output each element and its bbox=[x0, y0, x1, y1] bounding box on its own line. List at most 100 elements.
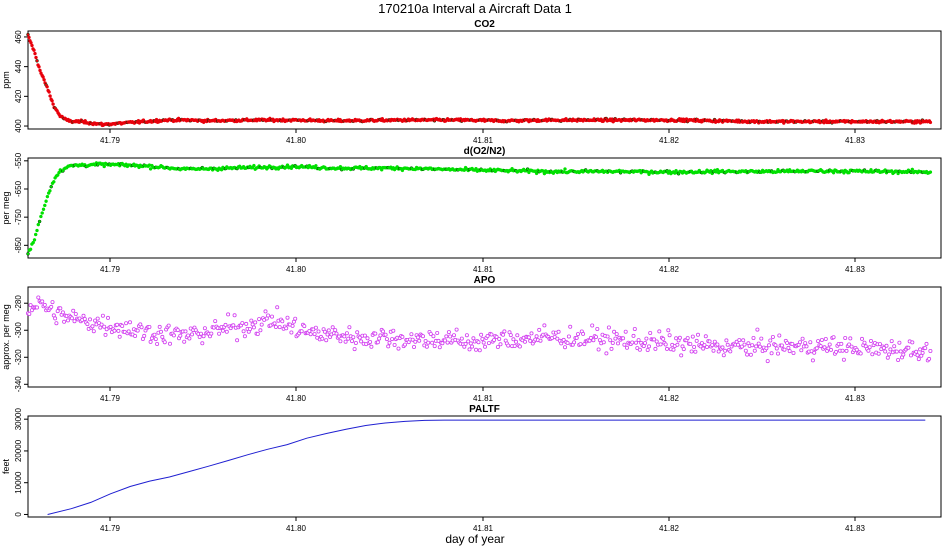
data-point bbox=[739, 344, 744, 349]
series-line bbox=[47, 419, 926, 515]
data-point bbox=[776, 351, 781, 356]
data-point bbox=[790, 341, 795, 346]
data-point bbox=[623, 329, 628, 334]
data-point bbox=[41, 207, 46, 212]
data-point bbox=[537, 327, 542, 332]
data-point bbox=[273, 324, 278, 329]
panel-title: CO2 bbox=[474, 19, 495, 30]
data-point bbox=[213, 319, 218, 324]
data-point bbox=[769, 351, 774, 356]
data-point bbox=[479, 332, 484, 337]
data-point bbox=[480, 336, 485, 341]
data-point bbox=[481, 340, 486, 345]
data-point bbox=[829, 347, 834, 352]
data-point bbox=[57, 170, 61, 175]
data-point bbox=[715, 342, 720, 347]
data-point bbox=[302, 324, 307, 329]
data-point bbox=[54, 321, 59, 326]
data-point bbox=[798, 340, 803, 345]
data-point bbox=[139, 325, 144, 330]
data-point bbox=[40, 299, 45, 304]
data-point bbox=[198, 331, 203, 336]
data-point bbox=[37, 219, 42, 224]
data-point bbox=[320, 336, 325, 341]
data-point bbox=[534, 171, 539, 176]
data-point bbox=[50, 99, 54, 103]
data-point bbox=[831, 170, 836, 175]
data-point bbox=[352, 347, 357, 352]
data-point bbox=[417, 338, 422, 343]
data-point bbox=[153, 337, 158, 342]
y-axis-label: ppm bbox=[1, 71, 11, 89]
data-point bbox=[631, 333, 636, 338]
data-point bbox=[293, 316, 298, 321]
data-point bbox=[362, 333, 367, 338]
data-point bbox=[927, 356, 932, 361]
data-point bbox=[38, 68, 42, 73]
data-point bbox=[72, 319, 77, 324]
data-point bbox=[290, 323, 295, 328]
data-point bbox=[928, 348, 933, 353]
data-point bbox=[357, 335, 362, 340]
data-point bbox=[881, 345, 886, 350]
data-point bbox=[313, 325, 318, 330]
data-point bbox=[217, 331, 222, 336]
data-point bbox=[314, 164, 318, 168]
data-point bbox=[330, 325, 335, 330]
data-point bbox=[249, 318, 254, 323]
data-point bbox=[745, 352, 750, 357]
data-point bbox=[675, 342, 680, 347]
data-point bbox=[506, 343, 511, 348]
data-point bbox=[90, 324, 95, 329]
data-point bbox=[155, 341, 160, 346]
data-point bbox=[431, 334, 436, 339]
data-point bbox=[568, 324, 573, 329]
data-point bbox=[827, 342, 832, 347]
data-point bbox=[415, 335, 420, 340]
data-point bbox=[563, 345, 568, 350]
data-point bbox=[157, 324, 162, 329]
data-point bbox=[263, 309, 268, 314]
data-point bbox=[223, 322, 228, 327]
data-point bbox=[574, 335, 579, 340]
data-point bbox=[750, 343, 755, 348]
data-point bbox=[606, 325, 611, 330]
data-point bbox=[867, 345, 872, 350]
data-point bbox=[844, 348, 849, 353]
data-point bbox=[705, 344, 710, 349]
data-point bbox=[375, 340, 380, 345]
data-point bbox=[534, 334, 539, 339]
data-point bbox=[679, 353, 684, 358]
data-point bbox=[430, 340, 435, 345]
data-point bbox=[576, 332, 581, 337]
data-point bbox=[823, 336, 828, 341]
x-tick-label: 41.81 bbox=[473, 265, 494, 274]
data-point bbox=[515, 333, 520, 338]
data-point bbox=[743, 348, 748, 353]
data-point bbox=[892, 344, 897, 349]
x-tick-label: 41.79 bbox=[100, 136, 121, 145]
panel-title: PALTF bbox=[469, 404, 500, 415]
data-point bbox=[831, 335, 836, 340]
data-point bbox=[102, 324, 107, 329]
data-point bbox=[928, 120, 933, 125]
data-point bbox=[182, 339, 187, 344]
data-point bbox=[435, 330, 440, 335]
data-point bbox=[630, 340, 635, 345]
data-point bbox=[112, 328, 117, 333]
y-tick-label: 400 bbox=[14, 119, 23, 133]
data-point bbox=[498, 342, 503, 347]
data-point bbox=[645, 347, 650, 352]
data-point bbox=[226, 312, 231, 317]
data-point bbox=[644, 336, 649, 341]
data-point bbox=[43, 203, 47, 208]
data-points bbox=[26, 161, 933, 256]
data-point bbox=[707, 339, 712, 344]
data-point bbox=[88, 317, 93, 322]
data-point bbox=[699, 341, 704, 346]
y-tick-label: -340 bbox=[14, 376, 23, 393]
data-point bbox=[671, 347, 676, 352]
x-tick-label: 41.83 bbox=[845, 394, 866, 403]
data-point bbox=[446, 330, 451, 335]
data-point bbox=[563, 167, 567, 171]
